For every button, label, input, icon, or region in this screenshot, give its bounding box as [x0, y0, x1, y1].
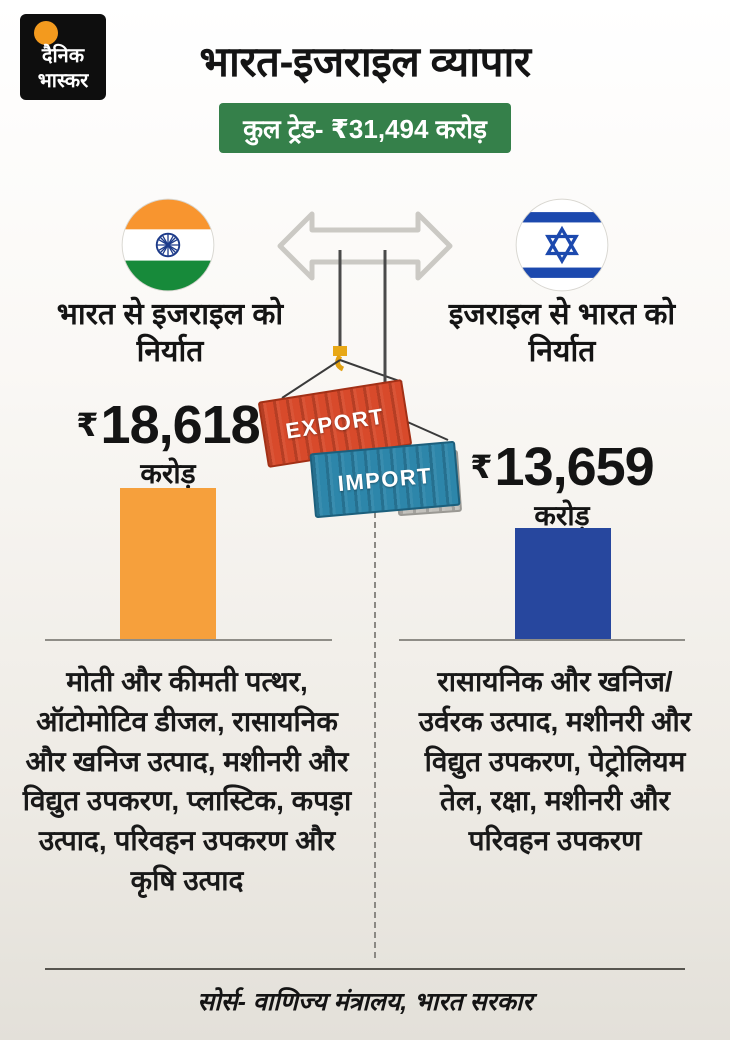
- center-dashed-divider: [374, 452, 376, 958]
- total-trade-badge: कुल ट्रेड- ₹31,494 करोड़: [219, 103, 511, 153]
- india-exports-heading: भारत से इजराइल को निर्यात: [56, 298, 284, 368]
- india-exports-unit: करोड़: [140, 458, 196, 489]
- india-exports-bar: [120, 488, 216, 640]
- india-exports-items: मोती और कीमती पत्थर, ऑटोमोटिव डीजल, रासा…: [22, 666, 352, 896]
- export-container-label: EXPORT: [283, 402, 386, 444]
- rupee-symbol: ₹: [470, 449, 493, 485]
- rupee-symbol: ₹: [76, 407, 99, 443]
- india-exports-value: 18,618: [100, 395, 261, 455]
- logo-line1: दैनिक: [41, 45, 85, 67]
- logo-sun-icon: [34, 21, 58, 45]
- india-exports-amount: ₹18,618 करोड़: [28, 394, 308, 492]
- import-container-label: IMPORT: [336, 462, 434, 496]
- israel-exports-heading: इजराइल से भारत को निर्यात: [448, 298, 676, 368]
- trade-arrows-icon: [277, 211, 453, 281]
- israel-exports-unit: करोड़: [534, 500, 590, 531]
- israel-exports-items: रासायनिक और खनिज/ उर्वरक उत्पाद, मशीनरी …: [418, 666, 692, 856]
- footer-divider: [45, 968, 685, 970]
- logo-text: दैनिक भास्कर: [20, 44, 106, 94]
- israel-flag-icon: [515, 198, 609, 292]
- right-baseline: [399, 639, 685, 641]
- page-title: भारत-इजराइल व्यापार: [199, 38, 531, 85]
- total-trade-badge-wrap: कुल ट्रेड- ₹31,494 करोड़: [0, 103, 730, 153]
- dainik-bhaskar-logo: दैनिक भास्कर: [20, 14, 106, 100]
- import-container: IMPORT: [309, 440, 461, 519]
- israel-exports-amount: ₹13,659 करोड़: [422, 436, 702, 534]
- source-credit: सोर्स- वाणिज्य मंत्रालय, भारत सरकार: [197, 988, 533, 1016]
- logo-line2: भास्कर: [37, 70, 89, 92]
- israel-exports-bar: [515, 528, 611, 640]
- left-baseline: [45, 639, 332, 641]
- israel-exports-value: 13,659: [494, 437, 655, 497]
- india-flag-icon: [121, 198, 215, 292]
